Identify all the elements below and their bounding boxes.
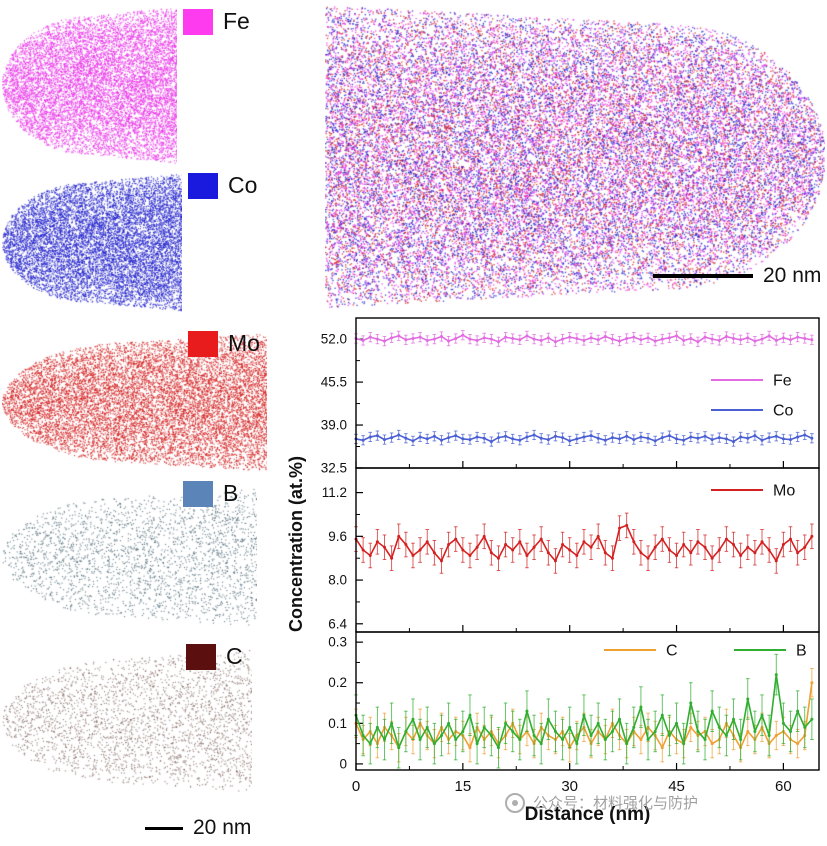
c-color-swatch (186, 643, 216, 670)
co-color-swatch (188, 172, 218, 199)
legend-label-c: C (666, 643, 678, 660)
legend-label-co: Co (773, 403, 794, 420)
ytick-label: 0 (339, 756, 347, 771)
c-atom-map (2, 648, 252, 793)
mo-map-legend: Mo (188, 330, 260, 357)
panel-frame-2 (355, 631, 820, 771)
xtick-label: 60 (775, 778, 792, 795)
fe-atom-map (2, 5, 177, 165)
xtick-label: 0 (352, 778, 360, 795)
series-co (354, 429, 814, 447)
ytick-label: 0.2 (328, 675, 347, 690)
panel-0: 52.0 45.5 39.0 32.5 Fe Co (321, 317, 820, 476)
ytick-label: 6.4 (328, 616, 347, 631)
watermark: 公众号：材料强化与防护 (505, 792, 698, 813)
panel-frame-1 (355, 467, 820, 633)
combined-scale-bar: 20 nm (653, 264, 821, 288)
series-b (354, 653, 814, 769)
series-fe (354, 330, 814, 347)
mo-atom-map (2, 332, 267, 472)
co-map-legend: Co (188, 172, 257, 199)
combined-atom-map (325, 2, 825, 310)
scale-label: 20 nm (193, 816, 252, 839)
ytick-label: 0.1 (328, 716, 347, 731)
left-scale-bar: 20 nm (145, 816, 251, 840)
b-map-label: B (223, 480, 239, 506)
scale-line (145, 826, 183, 830)
co-atom-map (2, 172, 182, 312)
xtick-label: 30 (561, 778, 578, 795)
scale-label: 20 nm (763, 264, 822, 287)
ytick-label: 52.0 (321, 332, 347, 347)
panel-1: 11.2 9.6 8.0 6.4 Mo (322, 467, 820, 633)
scale-line (653, 274, 753, 278)
xtick-label: 45 (668, 778, 685, 795)
legend-label-b: B (796, 643, 807, 660)
c-map-legend: C (186, 643, 243, 670)
b-color-swatch (183, 480, 213, 507)
ytick-label: 0.3 (328, 635, 347, 650)
mo-color-swatch (188, 330, 218, 357)
c-map-label: C (226, 643, 243, 669)
ytick-label: 9.6 (328, 529, 347, 544)
ytick-label: 32.5 (321, 461, 347, 476)
y-axis-title: Concentration (at.%) (286, 456, 306, 632)
b-atom-map (2, 487, 257, 627)
co-map-label: Co (228, 172, 258, 198)
fe-color-swatch (183, 8, 213, 35)
ytick-label: 39.0 (321, 418, 347, 433)
panel-2: 0.3 0.2 0.1 0 C B (328, 631, 820, 771)
series-mo (354, 512, 814, 574)
ytick-label: 11.2 (322, 485, 347, 500)
concentration-profile-chart: 52.045.539.032.5FeCo11.29.68.06.4Mo0.30.… (286, 317, 820, 825)
fe-map-label: Fe (223, 8, 250, 34)
mo-map-label: Mo (228, 330, 260, 356)
ytick-label: 45.5 (321, 375, 347, 390)
ytick-label: 8.0 (328, 573, 347, 588)
legend-label-mo: Mo (773, 483, 795, 500)
legend-label-fe: Fe (773, 373, 792, 390)
xtick-label: 15 (455, 778, 472, 795)
x-axis-title: Distance (nm) (525, 804, 651, 825)
fe-map-legend: Fe (183, 8, 250, 35)
wechat-account-icon (505, 792, 525, 813)
watermark-text: 公众号：材料强化与防护 (533, 795, 699, 812)
b-map-legend: B (183, 480, 238, 507)
